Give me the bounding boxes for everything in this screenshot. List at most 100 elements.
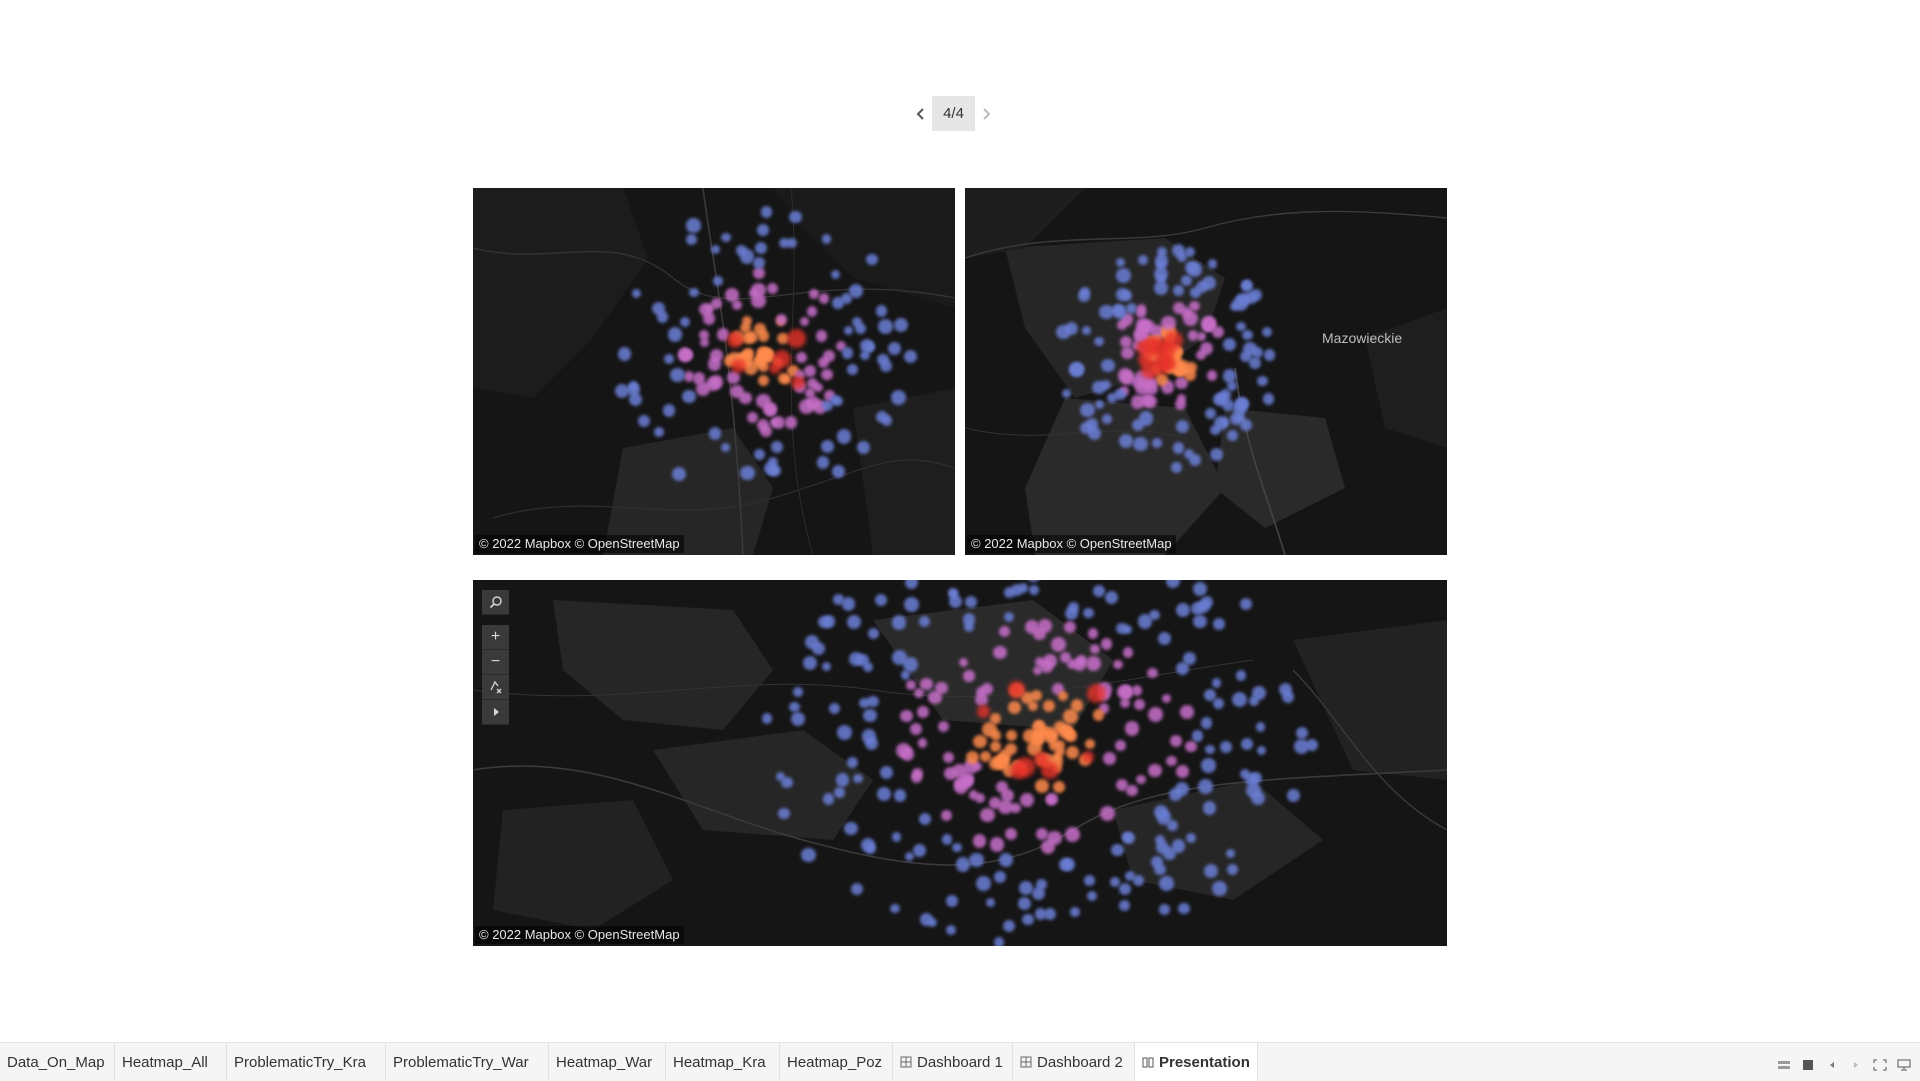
heat-point — [1151, 856, 1163, 868]
heat-point — [1239, 350, 1252, 363]
heat-point — [989, 837, 1005, 852]
heat-point — [989, 757, 1003, 771]
expand-toolbar-button[interactable] — [482, 700, 509, 725]
heat-point — [998, 749, 1012, 762]
heat-point — [1053, 752, 1063, 762]
show-filmstrip-button[interactable] — [1800, 1058, 1816, 1072]
heat-point — [1087, 427, 1101, 441]
heat-point — [1115, 267, 1131, 283]
heat-point — [1246, 782, 1262, 798]
heat-point — [966, 751, 979, 764]
heat-point — [958, 658, 968, 668]
heatmap-warsaw-map[interactable]: Mazowieckie © 2022 Mapbox © OpenStreetMa… — [965, 188, 1447, 555]
heat-point — [1177, 252, 1188, 263]
heat-point — [793, 687, 803, 697]
heat-point — [1176, 764, 1189, 778]
heat-hotspot — [1081, 750, 1095, 764]
sheet-tab[interactable]: Heatmap_Poz — [780, 1043, 893, 1081]
previous-sheet-button[interactable] — [1824, 1058, 1840, 1072]
heat-point — [1177, 393, 1187, 404]
heat-point — [1125, 302, 1137, 314]
heat-point — [1166, 756, 1177, 767]
heat-point — [1119, 698, 1130, 709]
heat-point — [1131, 685, 1143, 697]
heat-point — [1148, 707, 1163, 723]
heat-point — [1055, 747, 1065, 757]
sheet-tab[interactable]: ProblematicTry_Kra — [227, 1043, 386, 1081]
heat-point — [1210, 447, 1224, 461]
heat-point — [1124, 871, 1135, 882]
heat-point — [1200, 717, 1213, 729]
heat-point — [1187, 262, 1203, 278]
heat-point — [1120, 370, 1135, 385]
sheet-tab[interactable]: Heatmap_All — [115, 1043, 227, 1081]
heat-point — [821, 233, 832, 244]
heat-point — [732, 300, 743, 311]
sheet-tab[interactable]: Heatmap_Kra — [666, 1043, 780, 1081]
page-indicator: 4/4 — [932, 96, 975, 131]
heat-point — [1035, 828, 1048, 841]
heatmap-poznan-map[interactable]: + − © 2022 Mapbox © OpenStreetMap — [473, 580, 1447, 946]
heat-point — [840, 292, 852, 305]
heatmap-krakow-map[interactable]: © 2022 Mapbox © OpenStreetMap — [473, 188, 955, 555]
show-tabs-button[interactable] — [1776, 1058, 1792, 1072]
clear-filter-button[interactable] — [482, 675, 509, 700]
sheet-tab[interactable]: Presentation — [1135, 1043, 1258, 1081]
sheet-tab[interactable]: Dashboard 1 — [893, 1043, 1013, 1081]
heat-point — [822, 349, 836, 363]
sheet-tab[interactable]: Heatmap_War — [549, 1043, 666, 1081]
map-search-button[interactable] — [482, 590, 509, 615]
heat-hotspot — [1041, 761, 1059, 780]
heat-point — [1101, 358, 1115, 373]
heat-point — [756, 419, 769, 432]
heat-point — [837, 429, 852, 444]
heat-point — [1146, 667, 1158, 679]
heat-point — [1062, 708, 1078, 724]
heat-point — [740, 322, 751, 334]
heat-point — [1027, 701, 1038, 712]
heat-point — [1004, 587, 1015, 598]
heat-point — [761, 713, 773, 724]
zoom-out-button[interactable]: − — [482, 650, 509, 675]
heat-point — [1172, 302, 1185, 315]
heat-point — [1063, 621, 1077, 634]
heat-point — [856, 440, 870, 454]
heat-point — [1070, 699, 1084, 712]
sheet-tab-label: Heatmap_Kra — [673, 1053, 766, 1071]
heat-point — [990, 712, 1002, 724]
heat-point — [1249, 288, 1263, 302]
heat-hotspot — [1087, 683, 1107, 703]
heat-point — [708, 427, 722, 440]
heat-point — [682, 389, 696, 403]
heat-point — [1185, 247, 1196, 258]
heat-point — [1077, 290, 1091, 303]
heat-point — [1170, 355, 1183, 367]
previous-page-button[interactable] — [910, 96, 932, 131]
fullscreen-button[interactable] — [1872, 1058, 1888, 1072]
heat-point — [1019, 881, 1033, 896]
heat-point — [1033, 627, 1046, 641]
next-sheet-button[interactable] — [1848, 1058, 1864, 1072]
heat-point — [848, 283, 863, 298]
heat-point — [806, 377, 819, 390]
heat-point — [1065, 826, 1080, 842]
heat-point — [632, 288, 642, 299]
heat-point — [1100, 638, 1113, 651]
heat-point — [1120, 335, 1133, 349]
heat-point — [651, 302, 666, 316]
sheet-tab[interactable]: Data_On_Map — [0, 1043, 115, 1081]
heat-point — [1131, 395, 1145, 409]
heat-point — [663, 353, 674, 364]
heat-point — [1211, 325, 1224, 338]
expand-arrow-icon — [493, 708, 499, 716]
heat-point — [1148, 763, 1162, 778]
sheet-tab[interactable]: ProblematicTry_War — [386, 1043, 549, 1081]
zoom-in-button[interactable]: + — [482, 625, 509, 650]
next-page-button[interactable] — [975, 96, 997, 131]
heat-point — [1057, 724, 1072, 738]
map-base-layer — [473, 188, 955, 555]
presentation-mode-button[interactable] — [1896, 1058, 1912, 1072]
sheet-tab[interactable]: Dashboard 2 — [1013, 1043, 1135, 1081]
heat-point — [1187, 330, 1199, 341]
heat-point — [859, 697, 870, 709]
